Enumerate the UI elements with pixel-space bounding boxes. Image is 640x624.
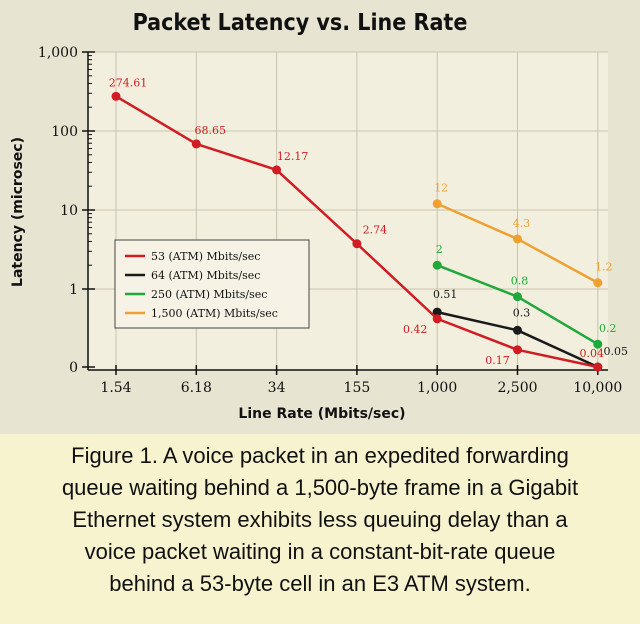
data-label: 0.17 <box>485 354 510 367</box>
legend-label: 64 (ATM) Mbits/sec <box>151 269 260 282</box>
x-axis-title: Line Rate (Mbits/sec) <box>238 406 405 422</box>
legend-label: 53 (ATM) Mbits/sec <box>151 250 260 263</box>
latency-chart: Packet Latency vs. Line Rate 1,000100101… <box>10 10 629 422</box>
data-label: 12 <box>434 182 448 195</box>
data-label: 0.04 <box>580 347 605 360</box>
x-tick-label: 1,000 <box>417 380 457 396</box>
figure-caption: Figure 1. A voice packet in an expedited… <box>0 434 640 624</box>
x-tick-label: 155 <box>344 380 371 396</box>
caption-line: Figure 1. A voice packet in an expedited… <box>71 443 569 468</box>
caption-line: queue waiting behind a 1,500-byte frame … <box>61 475 579 500</box>
data-label: 1.2 <box>595 261 613 274</box>
data-point <box>593 362 603 372</box>
data-series: 0.51 0.3 0.05 2 0.8 0.2 12 4.3 1.2 274.61 68.65 12.… <box>109 76 629 372</box>
data-label: 0.42 <box>403 323 428 336</box>
data-label: 12.17 <box>277 150 309 163</box>
data-point <box>191 139 201 149</box>
data-label: 2.74 <box>363 224 388 237</box>
y-tick-label: 100 <box>51 124 78 140</box>
data-label: 274.61 <box>109 76 148 89</box>
data-point <box>593 339 603 349</box>
series-3: 12 4.3 1.2 <box>432 182 613 288</box>
y-tick-label: 10 <box>60 203 78 219</box>
data-label: 0.05 <box>604 345 629 358</box>
data-point <box>513 234 522 244</box>
data-point <box>352 239 362 249</box>
x-tick-label: 10,000 <box>573 380 622 396</box>
series-2: 2 0.8 0.2 <box>432 243 617 349</box>
y-tick-label: 1 <box>69 282 78 298</box>
data-point <box>272 165 282 175</box>
x-tick-label: 34 <box>268 380 286 396</box>
legend-box <box>114 239 310 329</box>
series-1: 0.51 0.3 0.05 <box>432 288 629 372</box>
data-point <box>513 345 522 355</box>
data-point <box>432 199 442 209</box>
caption-line: Ethernet system exhibits less queuing de… <box>72 507 568 532</box>
data-label: 0.8 <box>511 275 529 288</box>
caption-line: voice packet waiting in a constant-bit-r… <box>84 539 556 564</box>
data-point <box>111 91 121 101</box>
x-tick-label: 2,500 <box>497 380 537 396</box>
x-tick-label: 6.18 <box>181 380 212 396</box>
legend-label: 1,500 (ATM) Mbits/sec <box>151 307 278 320</box>
data-point <box>432 314 442 324</box>
chart-panel: Packet Latency vs. Line Rate 1,000 100 10 1… <box>0 0 640 434</box>
data-point <box>513 292 522 302</box>
data-label: 2 <box>436 243 443 256</box>
data-point <box>513 325 522 335</box>
y-axis-title: Latency (microsec) <box>10 137 26 287</box>
legend: 53 (ATM) Mbits/sec 64 (ATM) Mbits/sec 250 … <box>114 239 310 329</box>
data-label: 4.3 <box>513 217 531 230</box>
data-label: 0.51 <box>433 288 458 301</box>
data-label: 0.3 <box>513 306 531 319</box>
data-point <box>432 307 442 317</box>
data-point <box>593 278 603 288</box>
legend-label: 250 (ATM) Mbits/sec <box>151 288 267 301</box>
caption-line: behind a 53-byte cell in an E3 ATM syste… <box>109 571 531 596</box>
series-0: 274.61 68.65 12.17 2.74 0.42 0.17 0.04 <box>109 76 605 372</box>
y-tick-label: 1,000 <box>38 45 78 61</box>
y-tick-label: 0 <box>69 360 78 376</box>
x-tick-label: 1.54 <box>100 380 131 396</box>
data-label: 0.2 <box>599 322 617 335</box>
data-point <box>432 260 442 270</box>
chart-title: Packet Latency vs. Line Rate <box>133 10 468 36</box>
data-label: 68.65 <box>195 124 227 137</box>
